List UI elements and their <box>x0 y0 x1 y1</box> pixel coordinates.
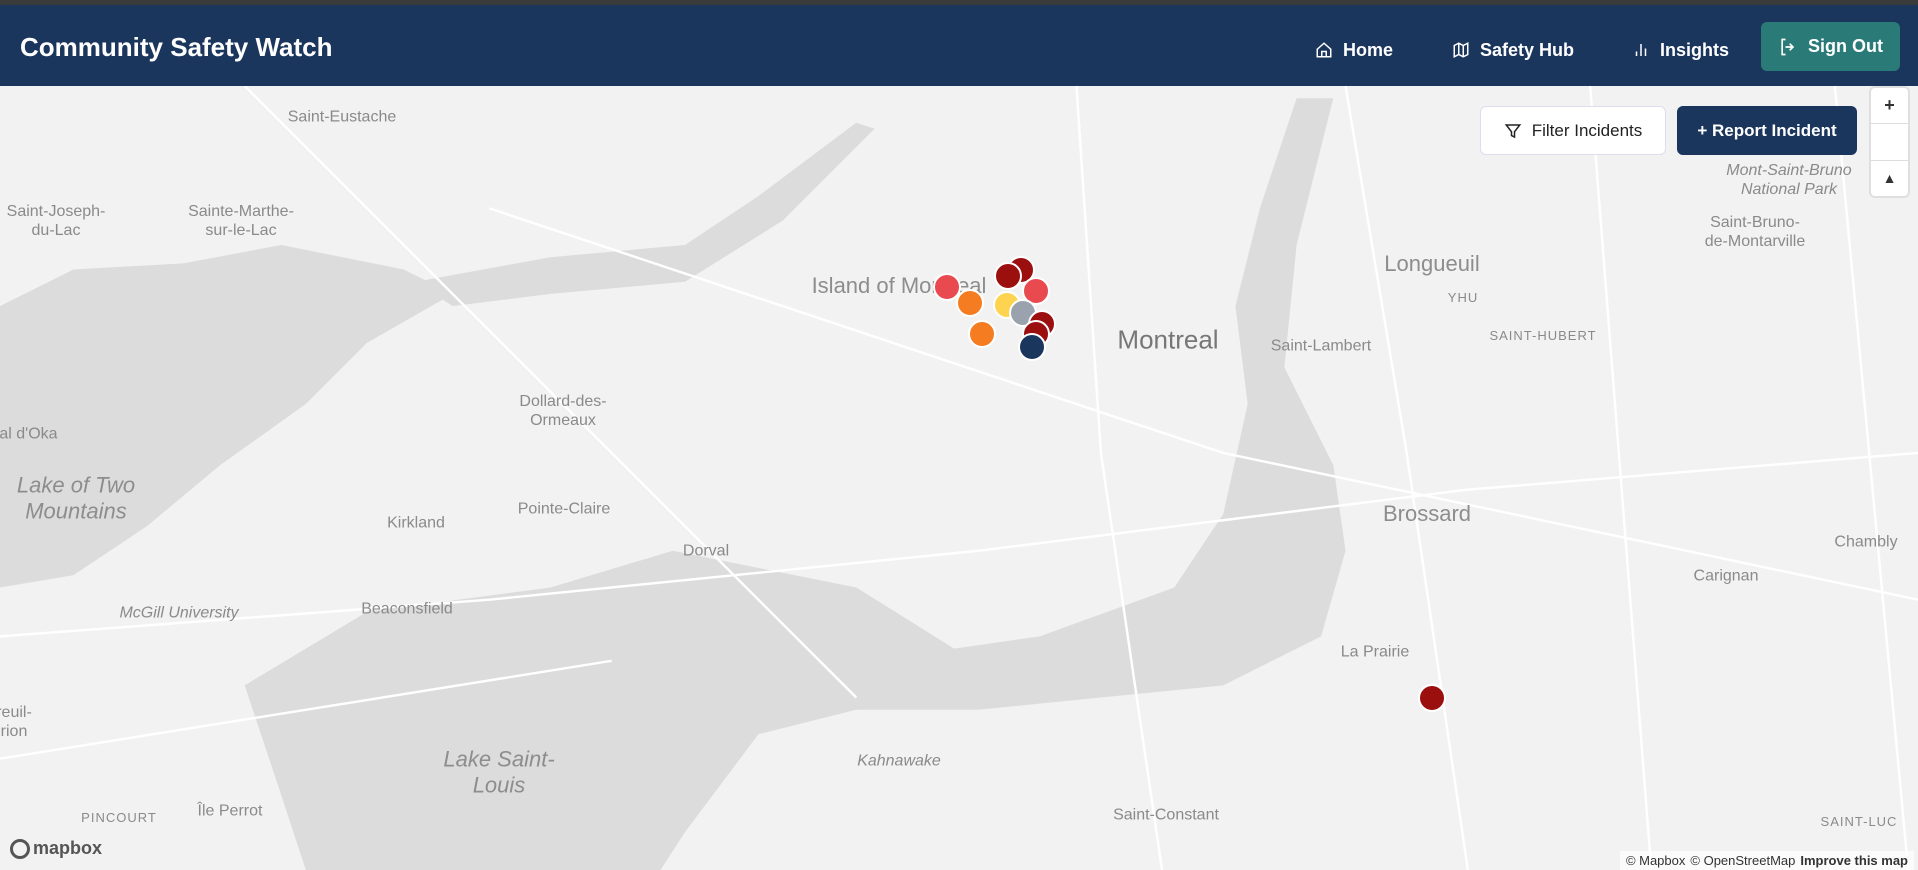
sign-out-icon <box>1781 38 1795 55</box>
home-icon <box>1316 42 1332 58</box>
map-place-label: reuil-rion <box>0 703 32 740</box>
incident-marker[interactable] <box>1018 333 1046 361</box>
map-place-label: Chambly <box>1834 533 1898 551</box>
incident-marker[interactable] <box>1418 684 1446 712</box>
window-top-strip <box>0 0 1918 5</box>
mapbox-attribution-link[interactable]: © Mapbox <box>1625 853 1686 868</box>
filter-incidents-label: Filter Incidents <box>1531 120 1643 140</box>
map-place-label: YHU <box>1447 290 1479 306</box>
map-place-label: PINCOURT <box>81 810 157 826</box>
map-place-label: Saint-Constant <box>1113 806 1219 824</box>
compass-button[interactable]: ▲ <box>1882 170 1897 187</box>
mapbox-icon <box>10 838 30 859</box>
nav-safety-hub[interactable]: Safety Hub <box>1452 29 1574 71</box>
map-attribution: © Mapbox © OpenStreetMap Improve this ma… <box>1619 851 1914 870</box>
map-place-label: La Prairie <box>1340 643 1410 661</box>
report-incident-label: + Report Incident <box>1697 120 1837 140</box>
map-place-label: Lake Saint- Louis <box>443 746 555 798</box>
mapbox-logo[interactable]: mapbox <box>10 838 102 859</box>
incident-marker[interactable] <box>994 262 1022 290</box>
map-place-label: SAINT-HUBERT <box>1489 328 1597 344</box>
map-place-label: Saint-Joseph-du-Lac <box>6 202 106 239</box>
sign-out-label: Sign Out <box>1808 36 1883 56</box>
map-icon <box>1453 42 1469 58</box>
nav-home[interactable]: Home <box>1315 29 1393 71</box>
mapbox-logo-text: mapbox <box>33 838 103 858</box>
nav-safety-hub-label: Safety Hub <box>1480 39 1575 60</box>
map-place-label: Saint-Lambert <box>1270 337 1372 355</box>
map-place-label: Kirkland <box>387 514 445 532</box>
map-place-label: Île Perrot <box>197 802 263 820</box>
app-title: Community Safety Watch <box>20 32 333 62</box>
map-zoom-controls: + ▲ <box>1871 88 1908 196</box>
map-place-label: Mont-Saint-Bruno National Park <box>1726 161 1852 198</box>
filter-incidents-button[interactable]: Filter Incidents <box>1480 106 1666 155</box>
map-place-label: Longueuil <box>1384 250 1480 276</box>
bar-chart-icon <box>1635 44 1647 56</box>
map-place-label: McGill University <box>119 604 239 622</box>
nav-home-label: Home <box>1343 39 1394 60</box>
zoom-out-button[interactable] <box>1871 124 1908 161</box>
map-place-label: Saint-Eustache <box>287 108 397 126</box>
map-place-label: Carignan <box>1693 567 1759 585</box>
report-incident-button[interactable]: + Report Incident <box>1677 106 1857 155</box>
map-place-label: Saint-Bruno-de-Montarville <box>1704 213 1806 250</box>
incident-marker[interactable] <box>968 320 996 348</box>
map-place-label: Beaconsfield <box>361 600 453 618</box>
map-place-label: Montreal <box>1117 324 1219 355</box>
map-place-label: Dollard-des- Ormeaux <box>519 392 607 429</box>
map-place-label: Pointe-Claire <box>517 500 611 518</box>
map-place-label: Kahnawake <box>857 752 941 770</box>
improve-map-link[interactable]: Improve this map <box>1800 853 1908 868</box>
incident-marker[interactable] <box>956 289 984 317</box>
map-place-label: Dorval <box>682 542 730 560</box>
nav-insights[interactable]: Insights <box>1632 29 1729 71</box>
top-nav-bar: Community Safety Watch Home Safety Hub I… <box>0 5 1918 86</box>
filter-icon <box>1504 123 1522 138</box>
incident-map[interactable]: Saint-Eustache Saint-Joseph-du-Lac Sainte-… <box>0 86 1918 870</box>
nav-insights-label: Insights <box>1660 39 1730 60</box>
sign-out-button[interactable]: Sign Out <box>1761 22 1900 71</box>
osm-attribution-link[interactable]: © OpenStreetMap <box>1690 853 1796 868</box>
map-place-label: SAINT-LUC <box>1820 814 1898 830</box>
zoom-in-button[interactable]: + <box>1871 88 1908 125</box>
map-place-label: Brossard <box>1382 500 1472 526</box>
map-place-label: Sainte-Marthe-sur-le-Lac <box>188 202 294 239</box>
map-place-label: nal d'Oka <box>0 425 58 443</box>
map-place-label: Lake of Two Mountains <box>16 472 136 524</box>
map-basemap <box>0 86 1918 870</box>
